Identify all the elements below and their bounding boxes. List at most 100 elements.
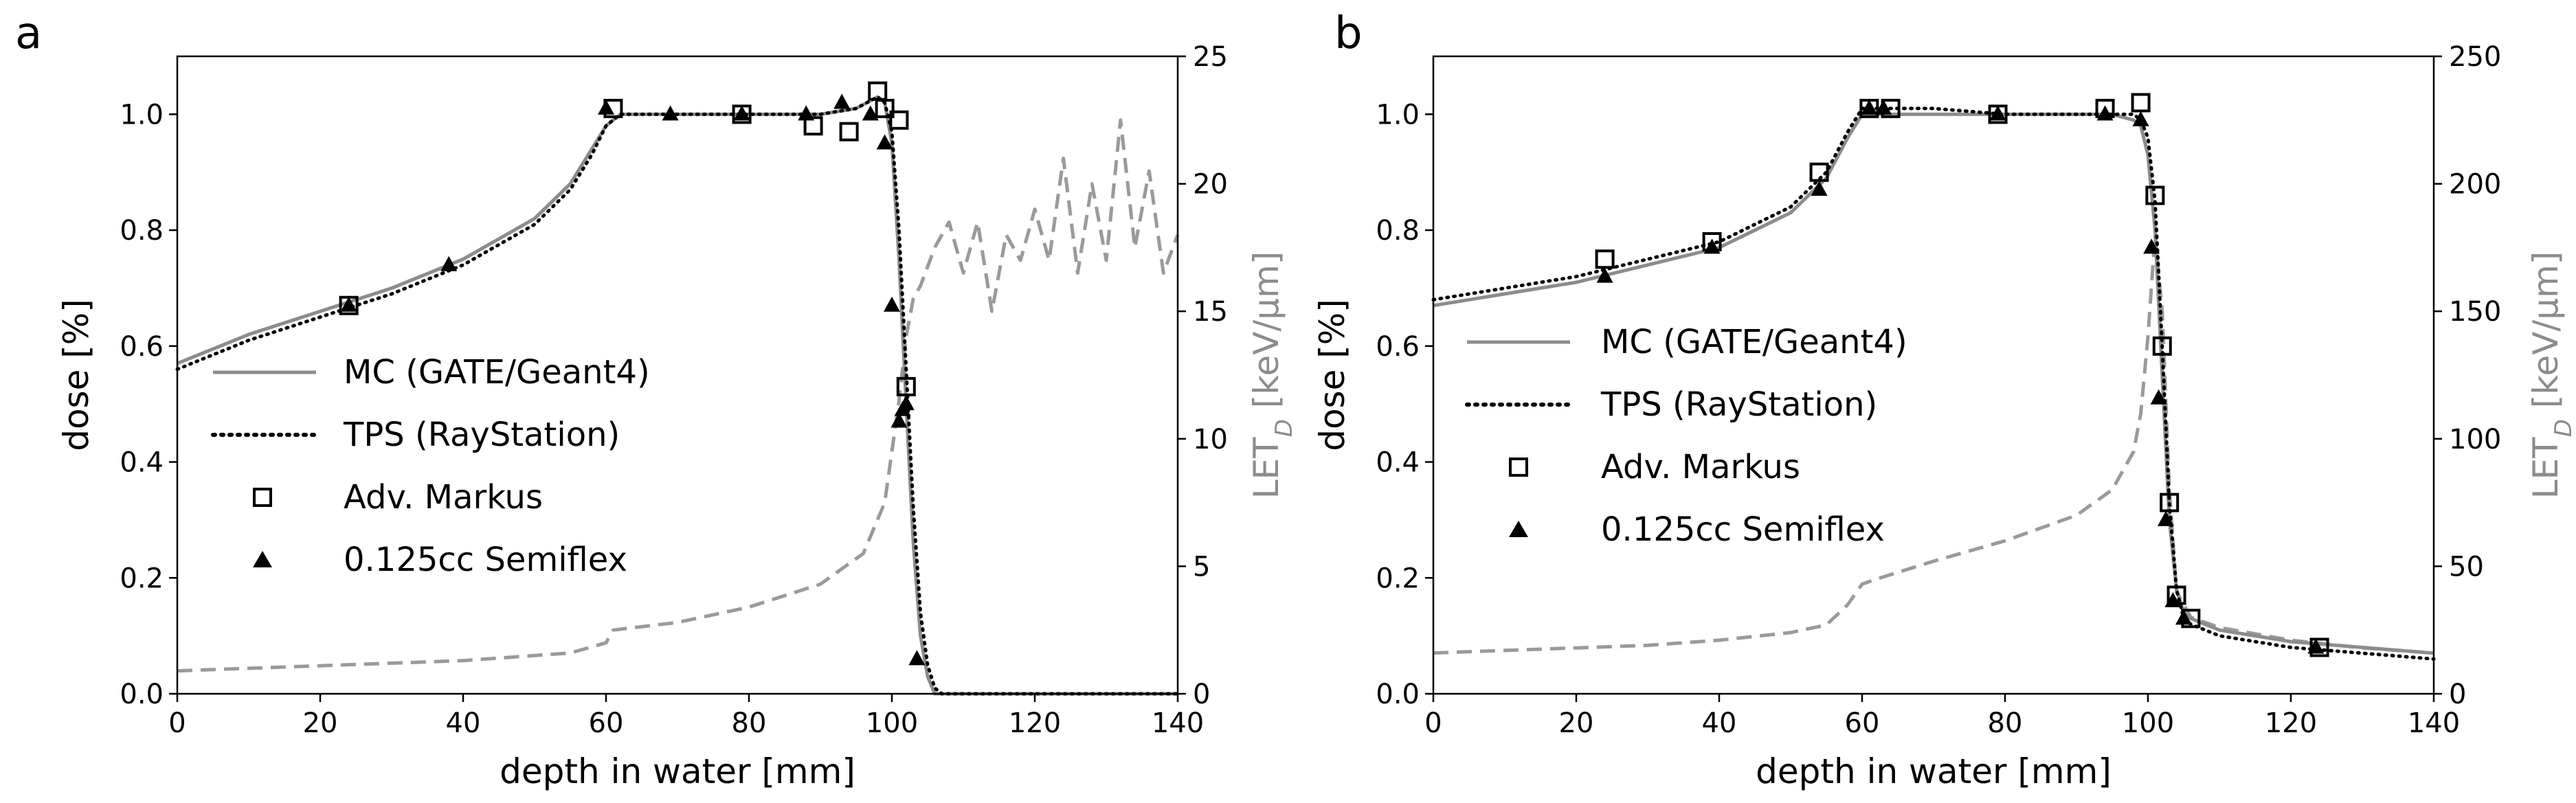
legend-square-marker	[253, 488, 272, 507]
legend-triangle-marker	[1509, 521, 1528, 537]
legend-semiflex-label: 0.125cc Semiflex	[344, 541, 627, 579]
panel-b-letter: b	[1334, 8, 1363, 59]
y-tick-label: 0.8	[120, 215, 164, 247]
semiflex-point	[1811, 181, 1828, 196]
semiflex-point	[2158, 510, 2174, 526]
semiflex-point	[1989, 105, 2006, 121]
panel-b-x-ticks: 0 20 40 60 80 100 120 140	[1424, 694, 2460, 739]
x-tick-label: 120	[2265, 708, 2317, 739]
panel-b-y2-ticks: 0 50 100 150 200 250	[2434, 41, 2501, 710]
y2-tick-label: 250	[2449, 41, 2501, 73]
x-tick-label: 100	[2122, 708, 2174, 739]
y-tick-label: 0.2	[1376, 563, 1420, 594]
markus-point	[1595, 249, 1615, 269]
legend-semiflex-label: 0.125cc Semiflex	[1601, 510, 1885, 549]
x-tick-label: 120	[1009, 708, 1061, 739]
panel-b-legend: MC (GATE/Geant4) TPS (RayStation) Adv. M…	[1465, 323, 1907, 549]
semiflex-point	[876, 134, 893, 150]
x-tick-label: 140	[2408, 708, 2460, 739]
y2-tick-label: 10	[1193, 424, 1228, 455]
markus-point	[803, 116, 823, 136]
series-tps-line	[175, 95, 1180, 696]
y2-tick-label: 100	[2449, 424, 2501, 455]
semiflex-point	[862, 105, 879, 121]
series-let-line	[1433, 233, 2434, 655]
semiflex-point	[2143, 238, 2160, 254]
panel-a-x-axis-label: depth in water [mm]	[500, 751, 855, 791]
semiflex-point	[1596, 267, 1613, 283]
legend-tps-label: TPS (RayStation)	[1600, 385, 1877, 424]
markus-point	[2145, 185, 2165, 205]
x-tick-label: 40	[1702, 708, 1737, 739]
legend-markus-label: Adv. Markus	[1601, 448, 1800, 486]
markus-point	[889, 110, 909, 130]
panel-a-y-ticks: 0.0 0.2 0.4 0.6 0.8 1.0	[120, 99, 177, 710]
panel-a-legend: MC (GATE/Geant4) TPS (RayStation) Adv. M…	[211, 353, 650, 579]
markus-point	[2152, 336, 2172, 356]
series-let-line	[177, 118, 1180, 673]
semiflex-point	[2096, 105, 2114, 121]
x-tick-label: 0	[1424, 708, 1442, 739]
semiflex-point	[2164, 592, 2182, 608]
semiflex-point	[1703, 238, 1721, 254]
y-tick-label: 1.0	[1376, 99, 1420, 131]
panel-a-y-axis-label: dose [%]	[56, 299, 96, 451]
semiflex-point	[2307, 638, 2325, 654]
y-tick-label: 0.2	[120, 563, 164, 594]
markus-point	[896, 376, 916, 396]
y2-tick-label: 50	[2449, 551, 2484, 583]
y-tick-label: 0.6	[120, 331, 164, 363]
panel-a-letter: a	[15, 8, 42, 59]
x-tick-label: 80	[732, 708, 767, 739]
markus-point	[839, 122, 859, 142]
panel-b-x-axis-label: depth in water [mm]	[1756, 751, 2112, 791]
semiflex-point	[2132, 111, 2149, 126]
semiflex-point	[1875, 99, 1892, 115]
semiflex-point	[2150, 389, 2167, 405]
markus-point	[1809, 162, 1829, 182]
semiflex-point	[891, 412, 908, 428]
semiflex-point	[440, 256, 458, 271]
legend-square-marker	[1509, 457, 1528, 477]
semiflex-point	[884, 296, 900, 312]
y-tick-label: 0.6	[1376, 331, 1420, 363]
panel-a: a 0 20 40 60 80 100 120 140 0.00.20.40.60.81.0 …	[15, 8, 1298, 791]
y2-tick-label: 15	[1193, 296, 1228, 328]
legend-mc-label: MC (GATE/Geant4)	[1601, 323, 1907, 361]
markus-point	[2160, 493, 2180, 512]
panel-b-y-axis-label: dose [%]	[1312, 299, 1352, 451]
y2-tick-label: 25	[1193, 41, 1228, 73]
semiflex-point	[662, 105, 679, 121]
x-tick-label: 60	[1845, 708, 1880, 739]
panel-b-y2-axis-label: LETD [keV/µm]	[2526, 251, 2576, 499]
semiflex-point	[340, 296, 357, 312]
panel-a-y2-axis-label: LETD [keV/µm]	[1246, 251, 1298, 499]
y2-tick-label: 20	[1193, 169, 1228, 201]
semiflex-point	[598, 99, 614, 115]
x-tick-label: 100	[866, 708, 918, 739]
semiflex-point	[798, 105, 815, 121]
y2-tick-label: 0	[2449, 679, 2466, 710]
y-tick-label: 0.0	[120, 679, 164, 710]
x-tick-label: 20	[303, 708, 338, 739]
y2-tick-label: 5	[1193, 551, 1210, 583]
y-tick-label: 1.0	[120, 99, 164, 131]
panel-b-plot-area	[1431, 93, 2436, 661]
panel-b: b 0 20 40 60 80 100 120 140 0.00.20.40.60.81.0 …	[1312, 8, 2576, 791]
legend-mc-label: MC (GATE/Geant4)	[344, 353, 650, 392]
panel-a-axes-frame	[176, 55, 1179, 695]
y2-tick-label: 0	[1193, 679, 1210, 710]
x-tick-label: 20	[1559, 708, 1594, 739]
panel-a-y2-ticks: 0 5 10 15 20 25	[1178, 41, 1228, 710]
x-tick-label: 80	[1988, 708, 2023, 739]
legend-markus-label: Adv. Markus	[344, 478, 543, 517]
y-tick-label: 0.0	[1376, 679, 1420, 710]
panel-a-x-ticks: 0 20 40 60 80 100 120 140	[168, 694, 1204, 739]
x-tick-label: 60	[589, 708, 624, 739]
x-tick-label: 140	[1152, 708, 1204, 739]
panel-b-axes-frame	[1432, 55, 2435, 695]
y-tick-label: 0.8	[1376, 215, 1420, 247]
y-tick-label: 0.4	[120, 447, 164, 479]
legend-triangle-marker	[253, 551, 272, 567]
series-tps-line	[1431, 106, 2436, 661]
